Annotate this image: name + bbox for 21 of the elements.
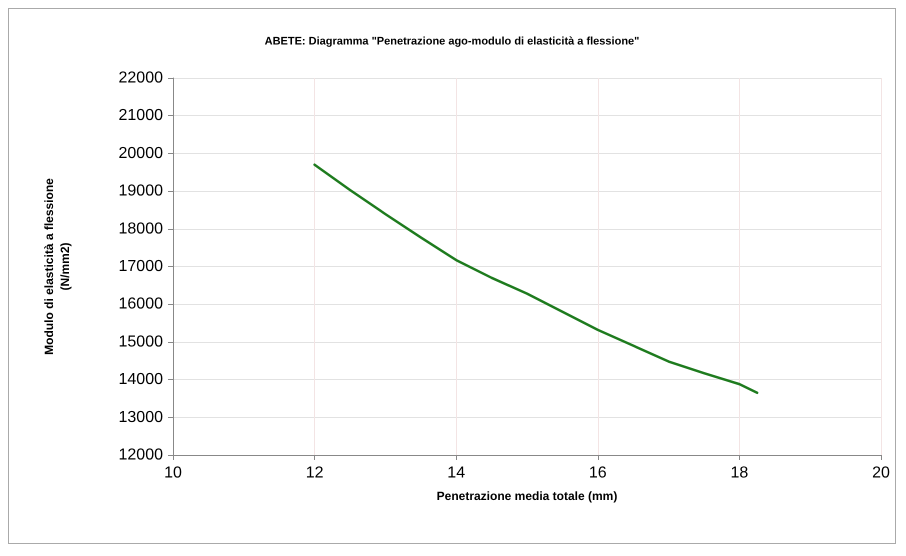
y-tick-label: 14000 (118, 371, 164, 388)
x-tick-label: 16 (588, 464, 607, 482)
y-tick-label: 17000 (118, 258, 164, 275)
y-tick-label: 18000 (118, 220, 164, 238)
y-axis-title: Modulo di elasticità a flessione (N/mm2) (42, 178, 72, 355)
x-axis-title: Penetrazione media totale (mm) (436, 489, 618, 503)
chart-title: ABETE: Diagramma "Penetrazione ago-modulo di elasticità a flessione" (264, 36, 640, 48)
y-tick-label: 19000 (118, 182, 164, 200)
x-tick-label: 14 (447, 464, 466, 482)
y-tick-label: 13000 (118, 408, 164, 426)
y-tick-label: 12000 (118, 446, 164, 464)
y-tick-label: 16000 (118, 296, 164, 313)
x-tick-label: 10 (164, 464, 182, 482)
x-tick-label: 12 (306, 464, 324, 482)
y-tick-label: 20000 (118, 144, 164, 162)
x-tick-label: 18 (730, 464, 748, 482)
y-tick-label: 21000 (118, 107, 164, 124)
y-tick-label: 22000 (118, 70, 164, 86)
line-series (313, 163, 758, 394)
y-tick-label: 15000 (118, 333, 164, 350)
x-tick-label: 20 (872, 464, 890, 482)
